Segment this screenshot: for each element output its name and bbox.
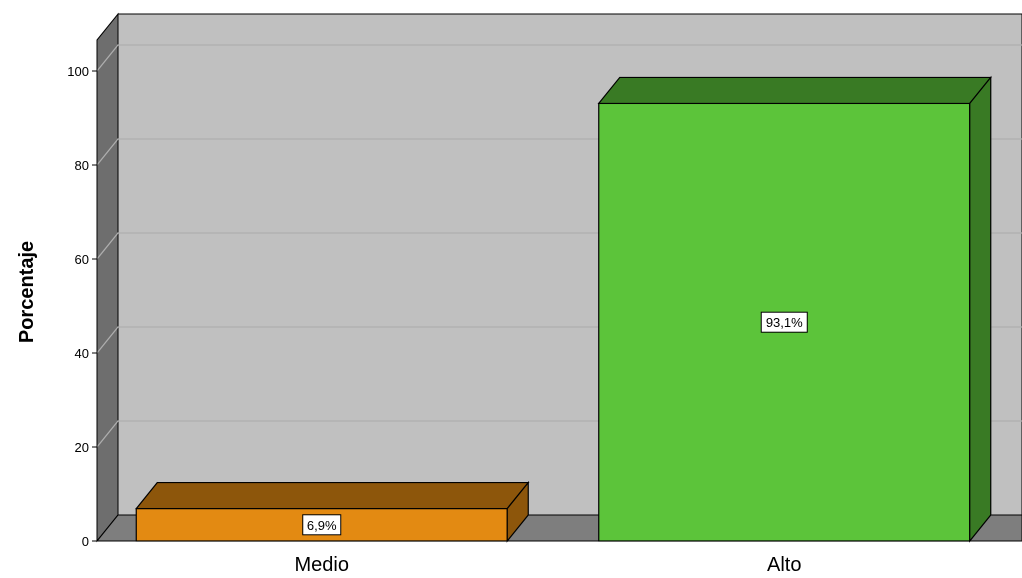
data-label-text: 93,1% xyxy=(766,315,803,330)
x-category-label: Medio xyxy=(295,554,349,576)
y-tick-label: 100 xyxy=(67,64,89,79)
data-label-box xyxy=(302,514,342,536)
y-tick-label: 20 xyxy=(75,440,89,455)
y-tick-label: 0 xyxy=(82,534,89,549)
y-tick-label: 60 xyxy=(75,252,89,267)
bar-top xyxy=(134,481,530,510)
data-label: 93,1% xyxy=(760,311,808,333)
bar-side xyxy=(506,480,529,543)
data-label-box xyxy=(760,311,808,333)
x-category-label: Alto xyxy=(767,554,801,576)
y-axis-ticks: 0 20 40 60 80 100 xyxy=(67,40,98,549)
data-label: 6,9% xyxy=(302,514,342,536)
y-tick-label: 80 xyxy=(75,158,89,173)
bar-side xyxy=(969,75,992,543)
side-wall xyxy=(96,12,119,543)
data-label-text: 6,9% xyxy=(307,518,337,533)
bar-medio xyxy=(134,480,530,543)
y-tick-label: 40 xyxy=(75,346,89,361)
y-axis-title: Porcentaje xyxy=(16,241,38,343)
data-labels: 6,9% 93,1% xyxy=(302,311,808,536)
bar-top xyxy=(597,76,993,105)
chart-bars xyxy=(134,75,993,543)
x-axis-categories: Medio Alto xyxy=(295,554,802,576)
gridline xyxy=(96,44,1022,72)
bar-alto xyxy=(597,75,993,543)
